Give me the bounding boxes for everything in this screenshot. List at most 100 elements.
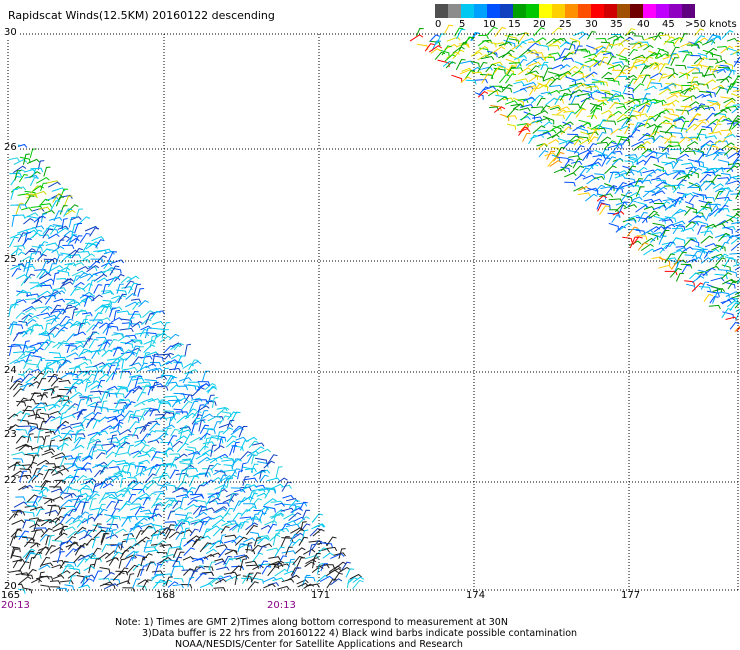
wind-barb [111,356,123,365]
wind-barb [134,439,147,444]
wind-barb [120,276,132,284]
wind-barb [68,575,76,585]
footnotes: Note: 1) Times are GMT 2)Times along bot… [115,617,577,650]
wind-barb [724,281,736,289]
wind-barb [14,299,27,304]
wind-barb [138,459,151,464]
wind-barb [100,305,112,311]
wind-barb [683,238,695,247]
wind-barb [81,312,93,317]
wind-barb [69,366,82,371]
wind-barb [523,96,535,102]
wind-barb [661,229,670,239]
wind-barb [116,310,130,315]
wind-barb [222,427,234,435]
wind-barb [221,521,233,527]
wind-barb [711,65,721,75]
wind-barb [165,359,179,365]
wind-barb [243,484,258,490]
wind-barb [629,97,641,106]
wind-barb [172,500,183,509]
wind-barb [160,462,175,468]
wind-barb [102,583,116,590]
wind-barb [59,560,69,569]
wind-barb [458,42,468,52]
wind-barb [14,169,22,181]
wind-barb [603,61,615,70]
legend-label: 45 [662,19,675,30]
wind-barb [664,253,676,264]
wind-barb [142,398,156,403]
wind-barb [71,223,79,236]
wind-barb [36,508,45,517]
wind-barb [39,270,50,279]
wind-barb [263,498,277,506]
wind-barb [184,412,197,420]
wind-barb [593,175,605,180]
wind-barb [600,136,612,143]
wind-barb [42,435,50,447]
wind-barb [179,537,186,550]
wind-barb [714,208,725,217]
wind-barb [92,370,102,383]
wind-barb [546,150,556,160]
wind-barb [85,365,99,370]
wind-barb [137,515,151,521]
wind-barb [29,283,43,290]
wind-barb [131,426,142,438]
wind-barb [312,528,325,537]
wind-barb [45,463,57,468]
wind-barb [601,71,613,79]
wind-barb [508,62,522,67]
wind-barb [23,261,31,272]
wind-barb [72,275,81,284]
wind-barb [586,31,596,40]
wind-barb [61,432,73,439]
wind-barb [296,557,306,568]
wind-barb [31,528,45,534]
wind-barb [198,521,208,533]
wind-barb [9,536,18,547]
wind-barb [60,395,69,405]
wind-barb [27,315,39,321]
wind-barb [223,571,238,576]
wind-barb [498,41,513,47]
legend-labels: 0 5 10 15 20 25 30 35 40 45 >50 knots [435,18,740,32]
wind-barb [103,250,115,255]
wind-barb [320,563,329,572]
wind-barb [726,234,737,244]
wind-barb [185,487,196,497]
wind-barb [716,78,730,83]
wind-barb [215,578,227,585]
wind-barb [675,109,690,115]
wind-barb [36,393,48,399]
wind-barb [246,542,253,553]
wind-barb [569,89,583,96]
wind-barb [659,226,671,237]
wind-barb [736,277,740,284]
wind-barb [622,84,632,95]
wind-barb [246,524,258,536]
wind-barb [221,512,231,521]
wind-barb [147,367,160,372]
wind-barb [13,501,28,508]
wind-barb [577,192,591,197]
wind-barb [195,572,207,582]
wind-barb [121,358,128,369]
wind-barb [68,249,79,256]
wind-barb [14,535,29,541]
wind-barb [172,556,183,567]
wind-barb [511,44,523,51]
wind-barb [59,541,66,554]
wind-barb [571,77,586,82]
wind-barb [234,536,248,546]
wind-barb [626,98,640,105]
wind-barb [259,560,268,569]
wind-barb [464,70,476,80]
wind-barb [694,148,705,157]
wind-barb [9,236,19,248]
wind-barb [708,101,721,110]
wind-barb [29,392,39,402]
wind-barb [107,276,120,288]
wind-barb [181,584,193,589]
